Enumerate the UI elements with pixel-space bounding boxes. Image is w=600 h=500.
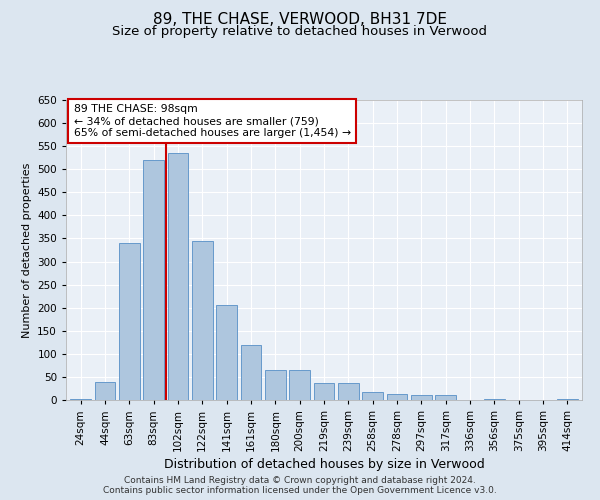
- Bar: [70, 399, 91, 400]
- Bar: [167, 153, 188, 400]
- Text: 89, THE CHASE, VERWOOD, BH31 7DE: 89, THE CHASE, VERWOOD, BH31 7DE: [153, 12, 447, 28]
- Text: 89 THE CHASE: 98sqm
← 34% of detached houses are smaller (759)
65% of semi-detac: 89 THE CHASE: 98sqm ← 34% of detached ho…: [74, 104, 351, 138]
- Bar: [192, 241, 212, 400]
- Bar: [143, 160, 164, 400]
- Text: Size of property relative to detached houses in Verwood: Size of property relative to detached ho…: [113, 25, 487, 38]
- Bar: [216, 306, 237, 400]
- Bar: [314, 383, 334, 400]
- Y-axis label: Number of detached properties: Number of detached properties: [22, 162, 32, 338]
- Bar: [362, 392, 383, 400]
- Bar: [241, 344, 262, 400]
- Text: Contains HM Land Registry data © Crown copyright and database right 2024.
Contai: Contains HM Land Registry data © Crown c…: [103, 476, 497, 495]
- X-axis label: Distribution of detached houses by size in Verwood: Distribution of detached houses by size …: [164, 458, 484, 471]
- Bar: [338, 383, 359, 400]
- Bar: [411, 396, 432, 400]
- Bar: [289, 370, 310, 400]
- Bar: [436, 396, 456, 400]
- Bar: [265, 370, 286, 400]
- Bar: [119, 243, 140, 400]
- Bar: [557, 398, 578, 400]
- Bar: [484, 398, 505, 400]
- Bar: [95, 382, 115, 400]
- Bar: [386, 394, 407, 400]
